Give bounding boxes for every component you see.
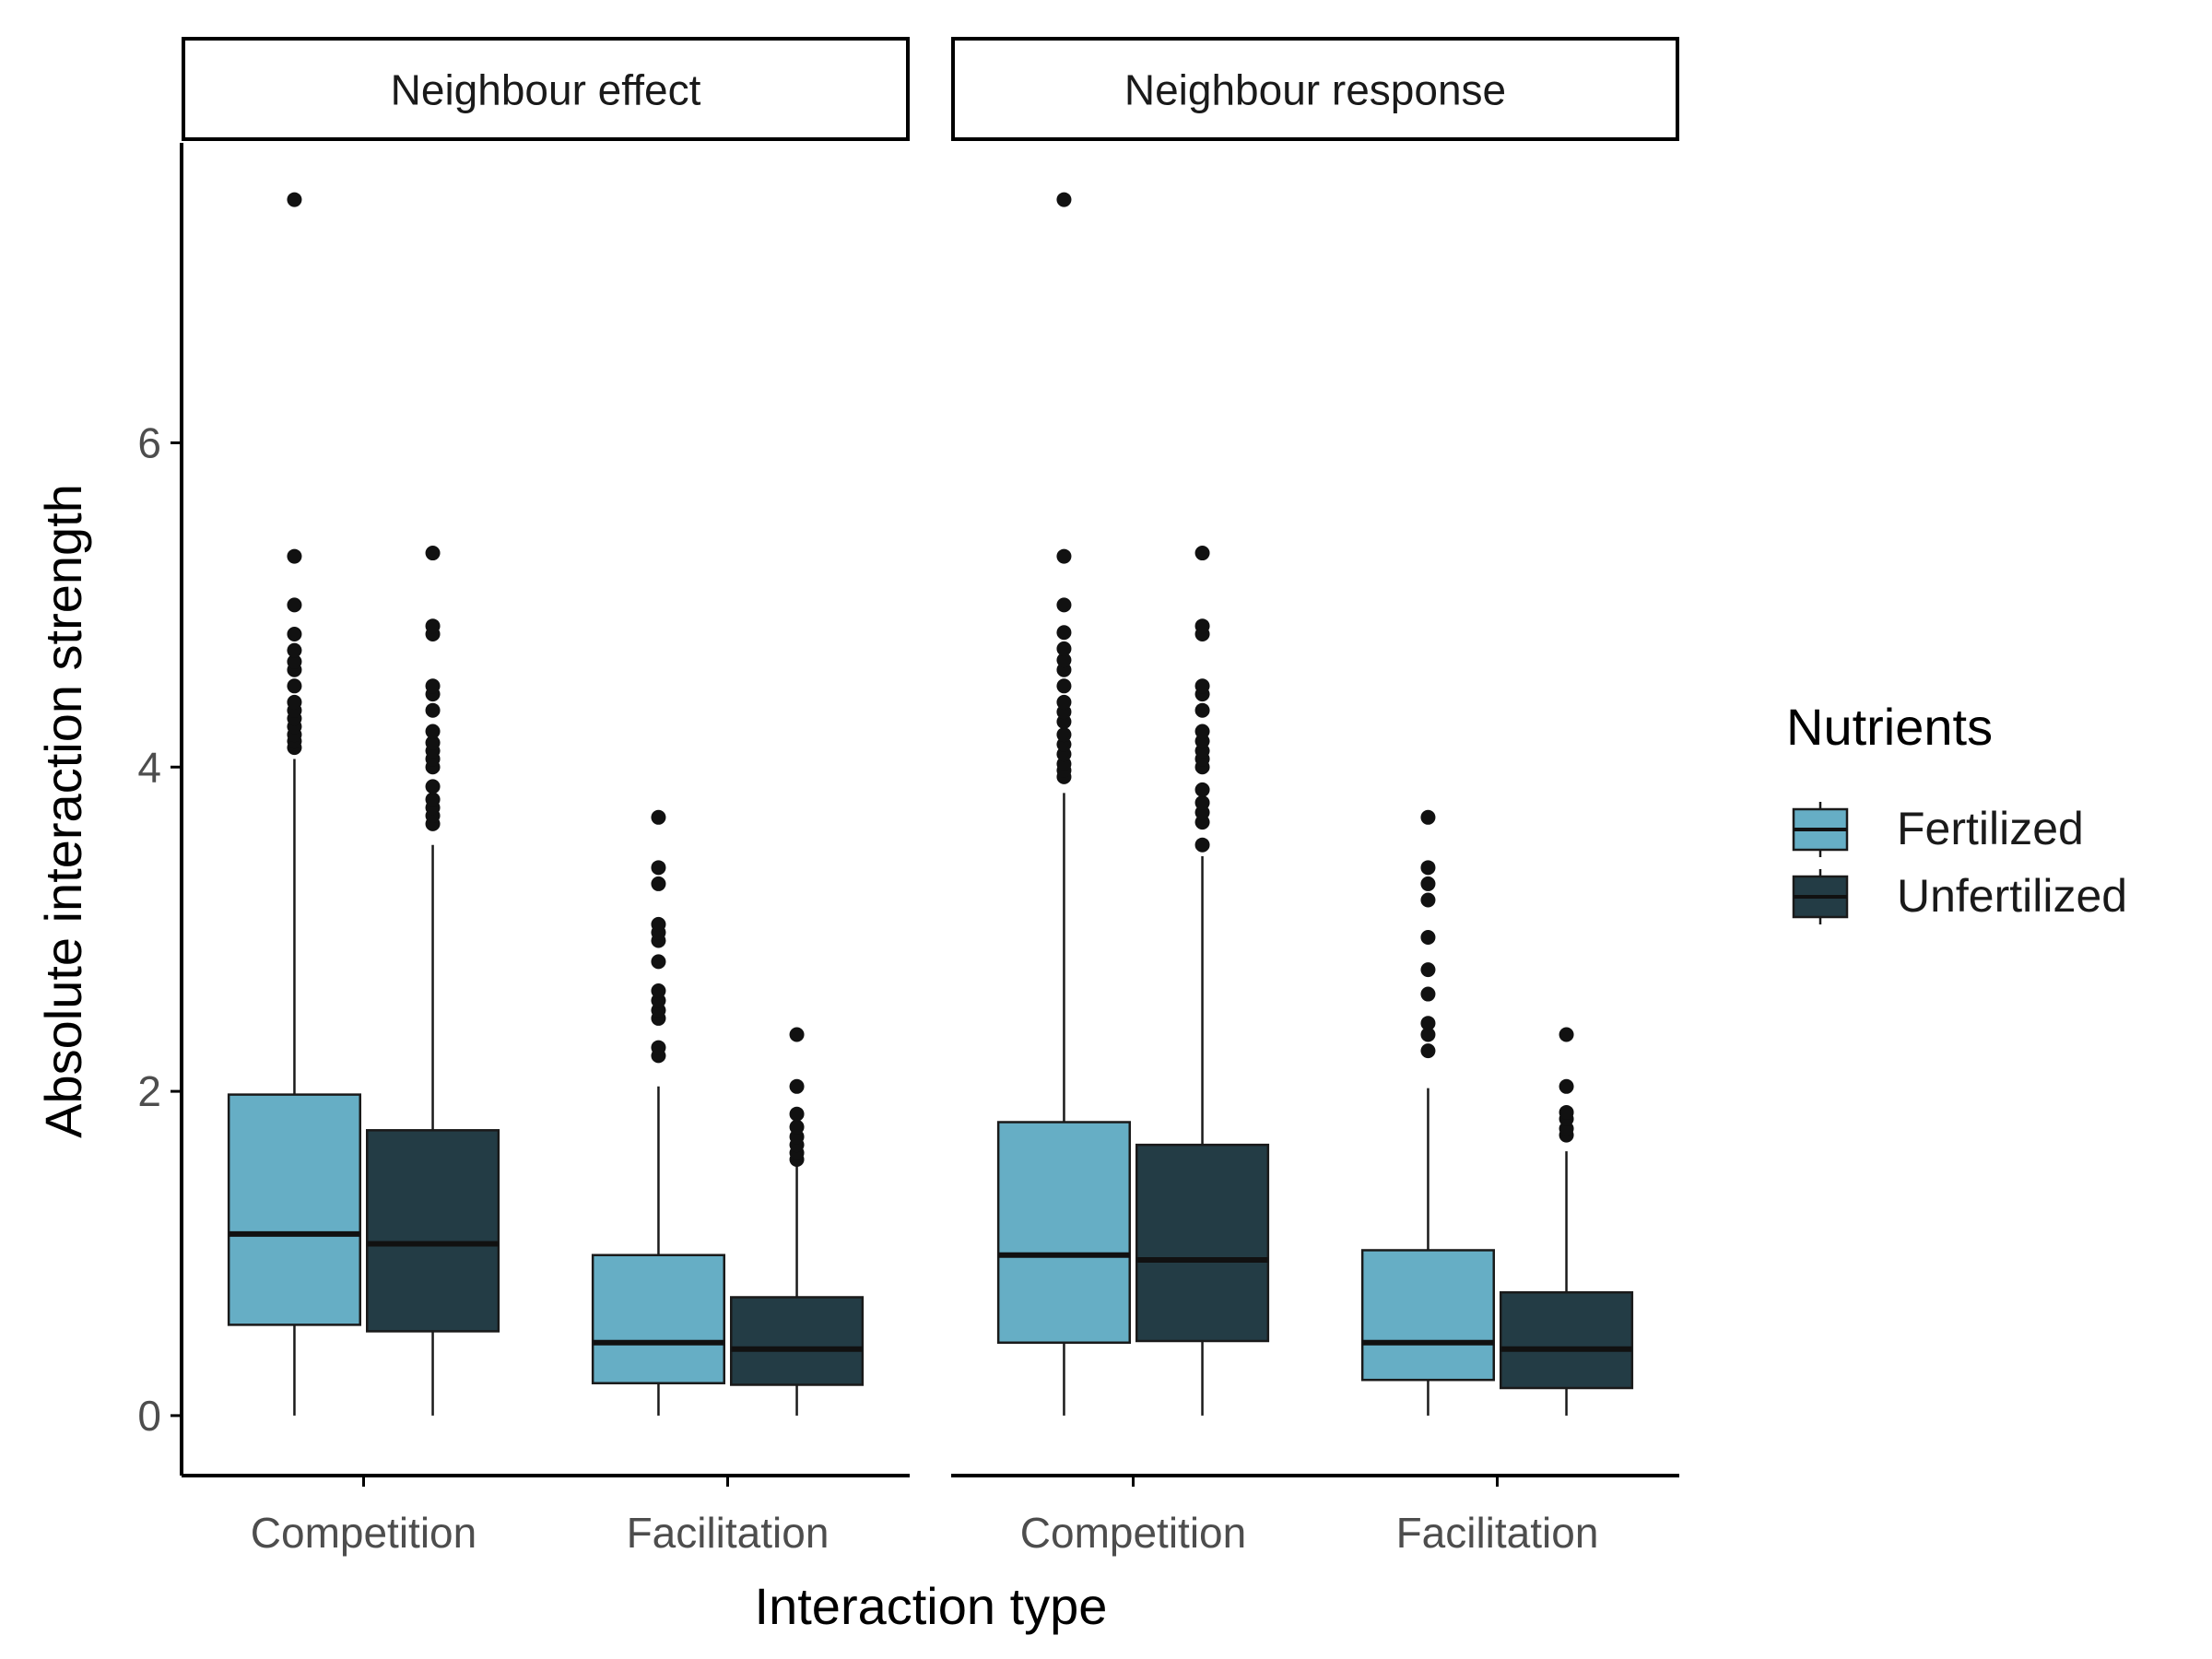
facet-strip [951,37,1679,141]
outlier-point [1056,694,1072,710]
outlier-point [1056,597,1072,613]
outlier-point [1559,1027,1574,1042]
outlier-point [789,1078,805,1094]
outlier-point [425,724,441,739]
outlier-point [651,876,666,891]
outlier-point [1194,837,1210,853]
box-facilitation-unfertilized [1500,1027,1634,1416]
outlier-point [287,642,302,658]
outlier-point [425,678,441,694]
box-facilitation-unfertilized [730,1027,865,1416]
outlier-point [1420,892,1436,908]
outlier-point [287,627,302,642]
x-tick-label: Facilitation [627,1509,830,1557]
outlier-point [789,1119,805,1135]
outlier-point [1420,929,1436,945]
box-competition-unfertilized [366,546,500,1416]
outlier-point [789,1106,805,1122]
outlier-point [1194,702,1210,718]
outlier-point [1194,724,1210,739]
outlier-point [425,546,441,561]
outlier-point [1194,546,1210,561]
outlier-point [287,548,302,564]
outlier-point [1056,625,1072,641]
legend: Nutrients Fertilized Unfertilized [1786,698,2127,924]
outlier-point [651,916,666,932]
box-competition-fertilized [996,192,1131,1416]
legend-entry-unfertilized: Unfertilized [1792,869,2127,924]
outlier-point [287,678,302,694]
outlier-point [1420,1043,1436,1059]
legend-title: Nutrients [1786,698,1993,756]
outlier-point [1194,794,1210,810]
box-body [1360,1249,1495,1382]
outlier-point [1194,618,1210,634]
box-body [366,1129,500,1333]
box-body [591,1253,725,1384]
outlier-point [1559,1078,1574,1094]
outlier-point [425,779,441,794]
outlier-point [651,809,666,825]
facet-strip-label: Neighbour effect [391,66,701,114]
y-tick-label: 2 [137,1067,161,1115]
facet-strip-label: Neighbour response [1124,66,1506,114]
outlier-point [651,860,666,876]
box-facilitation-fertilized [1360,809,1495,1416]
box-body [227,1093,361,1326]
outlier-point [287,192,302,207]
facet-strip [182,37,910,141]
x-tick-label: Facilitation [1396,1509,1599,1557]
outlier-point [1559,1104,1574,1120]
legend-entry-label: Fertilized [1897,803,2084,854]
outlier-point [1194,678,1210,694]
box-body [730,1296,865,1386]
y-tick-label: 6 [137,418,161,466]
legend-entry-label: Unfertilized [1897,870,2127,922]
outlier-point [1056,653,1072,668]
outlier-point [789,1027,805,1042]
y-tick-label: 0 [137,1392,161,1440]
outlier-point [651,1040,666,1055]
legend-entries: Fertilized Unfertilized [1792,802,2127,924]
outlier-point [1056,192,1072,207]
outlier-point [287,597,302,613]
outlier-point [1194,782,1210,797]
outlier-point [1420,986,1436,1002]
outlier-point [651,954,666,970]
box-competition-unfertilized [1135,546,1270,1416]
box-body [1135,1143,1270,1343]
outlier-point [651,983,666,999]
outlier-point [1420,962,1436,978]
outlier-point [1420,1027,1436,1042]
outlier-point [1420,1016,1436,1031]
x-tick-label: Competition [1020,1509,1246,1557]
x-tick-label: Competition [251,1509,477,1557]
panel-1: Neighbour effect Competition Facilitation [182,37,910,1557]
y-axis-title: Absolute interaction strength [34,484,92,1138]
box-body [1500,1290,1634,1390]
outlier-point [425,702,441,718]
legend-entry-fertilized: Fertilized [1792,802,2084,857]
outlier-point [287,694,302,710]
box-facilitation-fertilized [591,809,725,1416]
outlier-point [425,735,441,750]
outlier-point [425,792,441,807]
outlier-point [1420,876,1436,891]
outlier-point [287,653,302,669]
outlier-point [1420,809,1436,825]
outlier-point [1056,678,1072,694]
outlier-point [1420,860,1436,876]
y-tick-label: 4 [137,743,161,791]
box-body [996,1121,1131,1345]
panel-2: Neighbour response Competition Facilitatio… [951,37,1679,1557]
outlier-point [1056,548,1072,564]
outlier-point [1056,641,1072,656]
outlier-point [1056,727,1072,743]
x-axis-title: Interaction type [755,1577,1108,1635]
box-competition-fertilized [227,192,361,1416]
outlier-point [425,618,441,634]
